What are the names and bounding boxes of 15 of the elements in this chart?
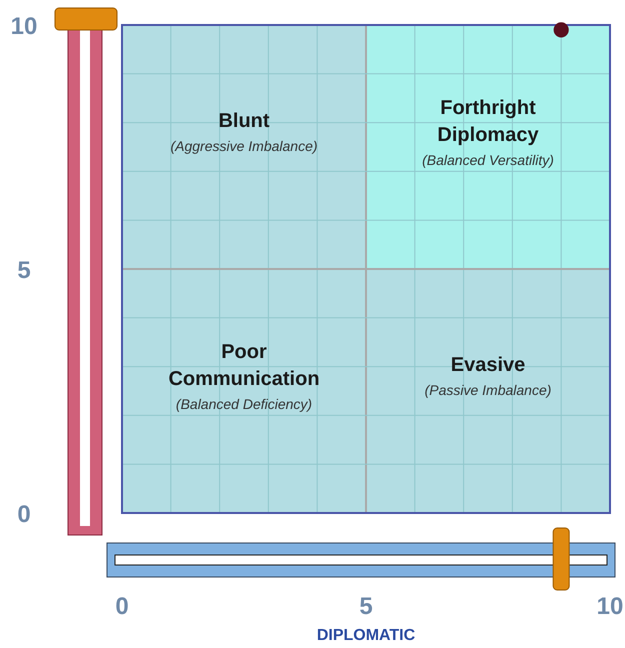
annotation: Forthright Diplomacy: [437, 97, 540, 146]
y-tick-label: 0: [17, 501, 31, 528]
annotation: Poor Communication: [168, 341, 320, 390]
annotation: (Balanced Versatility): [422, 152, 554, 168]
x-axis-title: DIPLOMATIC: [316, 627, 416, 644]
annotation: Blunt: [218, 110, 270, 132]
annotation: Evasive: [450, 354, 526, 376]
annotation: (Balanced Deficiency): [176, 396, 312, 412]
annotation: (Aggressive Imbalance): [170, 138, 318, 154]
x-tick-label: 5: [359, 593, 373, 620]
x-tick-label: 0: [115, 593, 129, 620]
y-tick-label: 5: [17, 257, 31, 284]
x-tick-label: 10: [596, 593, 624, 620]
annotation: (Passive Imbalance): [424, 382, 552, 398]
y-tick-label: 10: [10, 13, 38, 40]
